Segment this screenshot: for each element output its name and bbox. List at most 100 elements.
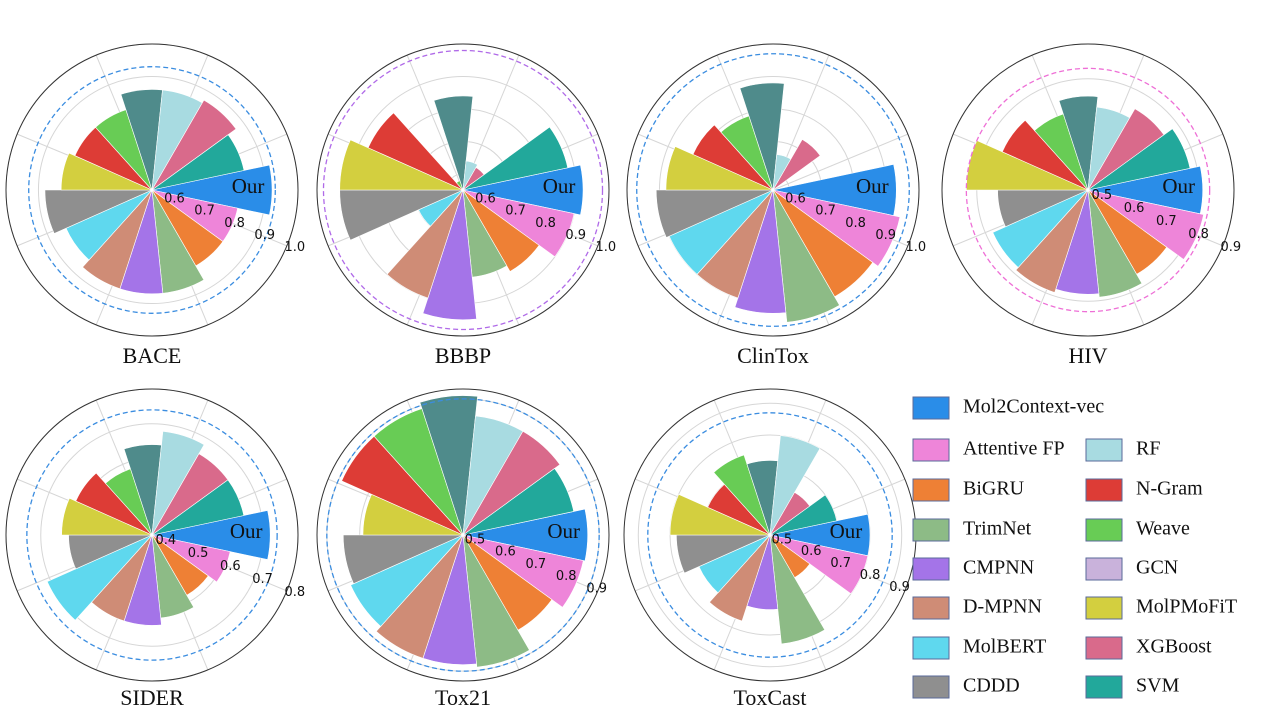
sector — [419, 395, 478, 536]
sector — [462, 160, 479, 191]
polar-panel: 0.5 0.6 0.7 0.8 0.9 Our ToxCast — [623, 388, 917, 710]
r-tick-label: 0.6 — [475, 192, 496, 207]
sector — [772, 139, 821, 191]
sector — [1087, 189, 1204, 260]
outer-circle — [5, 388, 299, 682]
legend-swatch — [912, 518, 950, 542]
sector — [44, 189, 153, 234]
r-tick-label: 0.5 — [1092, 188, 1113, 203]
sector — [655, 189, 774, 238]
sector — [367, 112, 464, 191]
legend-label: Weave — [1136, 518, 1190, 540]
panel-title: HIV — [1068, 343, 1107, 368]
sector — [386, 189, 464, 299]
legend-swatch — [1085, 438, 1123, 462]
legend-swatch — [1085, 675, 1123, 699]
sector — [60, 152, 153, 191]
outer-circle — [316, 388, 610, 682]
sector — [462, 508, 588, 562]
sector — [462, 126, 569, 191]
annotation: Our — [230, 519, 263, 543]
r-tick-label: 0.6 — [785, 192, 806, 207]
legend-label: TrimNet — [963, 518, 1032, 540]
sector — [772, 189, 840, 323]
sector — [462, 164, 584, 216]
sector — [375, 534, 464, 659]
spoke — [406, 54, 464, 191]
panel-title: Tox21 — [435, 685, 491, 710]
sector — [692, 124, 774, 191]
r-tick-label: 0.7 — [525, 557, 546, 572]
r-tick-label: 0.8 — [845, 216, 866, 231]
legend-swatch — [912, 396, 950, 420]
r-tick-label: 0.7 — [815, 204, 836, 219]
sector — [433, 95, 474, 191]
reference-circle — [965, 67, 1211, 313]
r-tick-label: 0.6 — [495, 545, 516, 560]
r-tick-label: 0.9 — [875, 228, 896, 243]
legend-swatch — [1085, 636, 1123, 660]
r-tick-label: 0.8 — [535, 216, 556, 231]
legend-label: BiGRU — [963, 478, 1025, 500]
sector — [769, 534, 869, 595]
legend-label: XGBoost — [1136, 636, 1212, 658]
sector — [151, 534, 231, 583]
legend-label: Mol2Context-vec — [963, 396, 1104, 418]
panel-title: BBBP — [435, 343, 491, 368]
legend-label: N-Gram — [1136, 478, 1203, 500]
legend-swatch — [1085, 557, 1123, 581]
legend-swatch — [1085, 518, 1123, 542]
legend-label: MolPMoFiT — [1136, 596, 1237, 618]
sector — [669, 493, 771, 536]
sector — [713, 454, 771, 536]
legend-label: RF — [1136, 438, 1160, 460]
sector — [739, 82, 785, 191]
r-tick-label: 0.6 — [1124, 201, 1145, 216]
sector — [61, 497, 153, 536]
r-tick-label: 0.9 — [889, 580, 910, 595]
reference-circle — [322, 49, 604, 331]
polar-panel: 0.6 0.7 0.8 0.9 1.0 Our BBBP — [316, 43, 616, 368]
sector — [462, 534, 584, 608]
annotation: Our — [232, 174, 265, 198]
r-tick-label: 0.9 — [1220, 240, 1241, 255]
sector — [992, 189, 1089, 268]
sector — [769, 534, 826, 645]
spoke — [772, 133, 909, 191]
reference-circle — [326, 398, 600, 672]
sector — [462, 430, 561, 536]
legend-swatch — [912, 675, 950, 699]
annotation: Our — [543, 174, 576, 198]
r-tick-label: 0.8 — [860, 568, 881, 583]
sector — [151, 479, 245, 536]
sector — [734, 189, 787, 314]
legend-label: GCN — [1136, 557, 1178, 579]
r-tick-label: 1.0 — [284, 240, 305, 255]
legend-label: Attentive FP — [963, 438, 1065, 460]
sector — [1058, 95, 1099, 191]
r-tick-label: 0.8 — [284, 585, 305, 600]
panel-title: ToxCast — [733, 685, 806, 710]
sector — [350, 534, 464, 627]
legend-swatch — [912, 596, 950, 620]
sector — [422, 189, 477, 320]
r-tick-label: 0.8 — [224, 216, 245, 231]
sector — [151, 164, 273, 216]
outer-circle — [5, 43, 299, 337]
sector — [46, 534, 153, 621]
outer-circle — [316, 43, 610, 337]
r-tick-label: 0.9 — [254, 228, 275, 243]
r-tick-label: 0.5 — [188, 546, 209, 561]
r-tick-label: 0.7 — [830, 556, 851, 571]
sector — [151, 99, 237, 191]
panel-title: SIDER — [120, 685, 184, 710]
legend-swatch — [912, 636, 950, 660]
r-tick-label: 0.7 — [1156, 214, 1177, 229]
sector — [769, 494, 838, 536]
reference-circle — [647, 412, 893, 658]
legend-swatch — [912, 557, 950, 581]
r-tick-label: 0.9 — [565, 228, 586, 243]
legend-swatch — [912, 478, 950, 502]
sector — [772, 189, 901, 267]
